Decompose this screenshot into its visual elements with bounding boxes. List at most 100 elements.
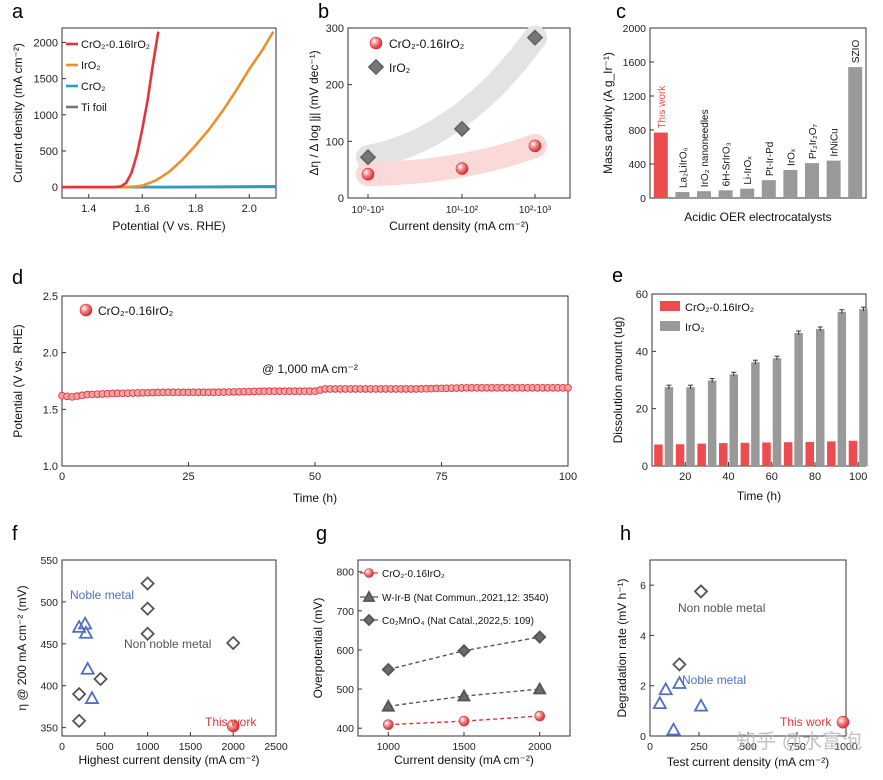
chart-g: 1000 1500 2000 400 500 600 700 800 Current densi… [311,559,571,767]
e-bar-irO2 [707,380,717,466]
f-plot-frame [61,559,277,737]
c-bar-label: IrOₓ [786,148,797,166]
h-y-tick-label: 2 [640,681,646,693]
e-legend-label: IrO₂ [685,322,705,334]
c-bar [718,190,733,198]
e-bar-irO2 [664,387,674,466]
a-x-axis-label: Potential (V vs. RHE) [112,219,225,233]
f-x-tick-label: 500 [96,741,114,753]
g-series-line [388,688,540,707]
e-y-tick-label: 60 [636,289,648,301]
f-y-axis-label: η @ 200 mA cm⁻² (mV) [15,585,29,710]
c-plot-frame [649,27,867,199]
f-point [225,635,241,651]
a-y-tick-label: 1000 [34,110,58,122]
g-point [457,643,471,658]
c-bar-label: Pt-Ir-Pd [765,142,776,176]
g-point [532,681,547,695]
b-point [526,29,544,46]
b-point [359,148,377,166]
a-legend-label: IrO₂ [81,60,101,72]
d-legend-label: CrO₂-0.16IrO₂ [98,304,174,318]
f-x-tick-label: 1500 [179,741,203,753]
c-bar [675,192,690,198]
h-point [693,584,709,599]
g-point [382,719,394,730]
h-x-tick-label: 1000 [834,741,858,753]
f-y-tick-label: 450 [40,639,58,651]
g-point [456,688,472,702]
a-x-tick-label: 1.4 [81,203,96,215]
panel-letter-c: c [616,1,626,23]
e-y-tick-label: 40 [636,346,648,358]
c-y-tick-label: 400 [628,159,646,171]
e-x-tick-label: 80 [809,471,821,483]
panel-letter-g: g [316,523,327,545]
c-bar-label: Li-IrOₓ [743,156,754,185]
d-x-tick-label: 100 [559,471,577,483]
f-x-tick-label: 2000 [222,741,246,753]
b-trend-band [356,25,547,170]
b-x-tick-label: 10¹-10² [446,205,479,216]
d-plot-frame [61,295,569,467]
c-x-axis-label: Acidic OER electrocatalysts [684,210,831,224]
h-y-tick-label: 4 [640,630,646,642]
f-point [140,576,155,591]
chart-b: 0 100 200 300 Current density (mA cm⁻²) Δη / … [307,23,571,233]
chart-f: 0 500 1000 1500 2000 2500 350 400 450 500 550 Highe… [15,555,288,767]
g-y-tick-label: 800 [336,567,354,579]
a-legend-label: Ti foil [81,102,107,114]
e-y-tick-label: 0 [642,461,648,473]
c-bar [805,163,819,198]
g-legend-label: Co₂MnO₄ (Nat Catal.,2022,5: 109) [382,616,534,627]
a-legend-label: CrO₂ [81,81,105,93]
b-x-tick-label: 10⁰-10¹ [352,205,386,216]
h-point [836,715,850,729]
g-point [381,698,396,712]
d-x-axis-label: Time (h) [293,491,337,505]
e-x-tick-label: 60 [766,471,778,483]
b-x-tick-label: 10²-10³ [519,205,552,216]
f-annotation: Noble metal [70,588,134,602]
h-point [672,657,687,672]
a-x-tick-label: 1.6 [135,203,150,215]
b-x-axis-label: Current density (mA cm⁻²) [389,219,529,233]
c-bar-label: This work [657,85,668,129]
h-x-axis-label: Test current density (mA cm⁻²) [667,755,829,769]
a-y-tick-label: 500 [40,146,58,158]
e-legend-label: CrO₂-0.16IrO₂ [685,302,754,314]
h-y-tick-label: 0 [640,731,646,743]
f-annotation: This work [205,715,257,729]
f-point [93,671,108,687]
f-x-tick-label: 1000 [136,741,160,753]
g-point [532,630,547,644]
f-y-tick-label: 400 [40,681,58,693]
f-x-tick-label: 0 [59,741,65,753]
f-x-axis-label: Highest current density (mA cm⁻²) [78,753,259,767]
e-bar-crO2 [697,443,706,466]
c-bar-label: SZIO [851,40,862,64]
e-bar-crO2 [805,441,814,466]
g-legend-swatch [362,613,376,627]
b-legend-label: IrO₂ [389,61,411,75]
c-bar-label: La₂LiIrO₆ [678,147,689,188]
d-x-tick-label: 50 [309,471,321,483]
c-y-tick-label: 1200 [623,91,647,103]
a-y-axis-label: Current density (mA cm⁻²) [11,43,25,183]
b-legend-swatch [369,36,383,50]
h-annotation: Noble metal [682,673,746,687]
g-legend-label: CrO₂-0.16IrO₂ [382,569,445,580]
e-bar-crO2 [675,444,685,466]
e-bar-crO2 [827,441,836,466]
a-plot-frame [61,27,277,199]
h-point [671,675,687,689]
h-annotation: Non noble metal [678,601,765,615]
b-y-tick-label: 100 [326,136,344,148]
d-legend-swatch [79,303,93,317]
g-x-tick-label: 1500 [452,741,476,753]
c-y-axis-label: Mass activity (A g_Ir⁻¹) [601,52,615,174]
h-point [652,695,668,710]
g-x-tick-label: 1000 [377,741,401,753]
a-y-tick-label: 0 [52,182,58,194]
